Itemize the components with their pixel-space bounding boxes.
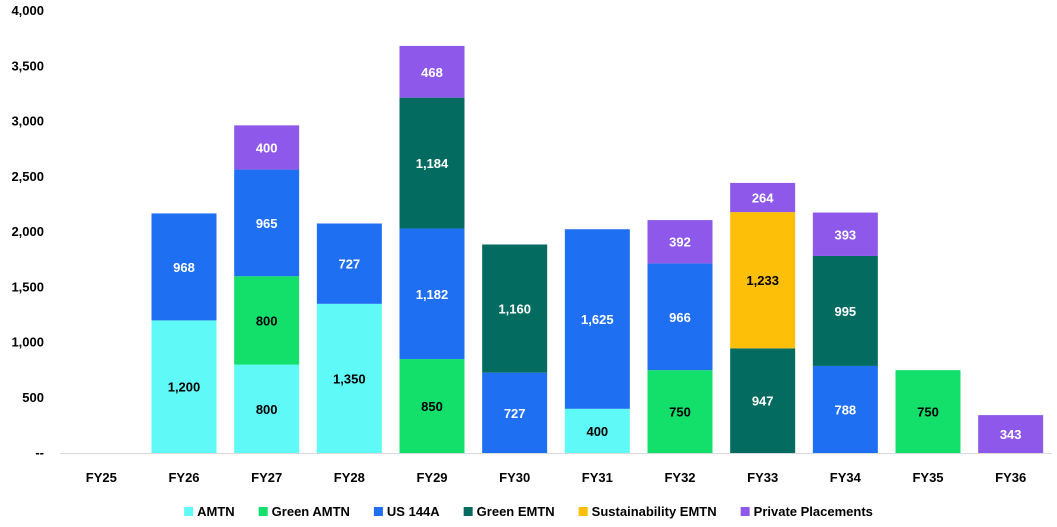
bar-segment xyxy=(399,97,465,229)
legend: AMTN Green AMTN US 144A Green EMTN Sustainab… xyxy=(184,504,873,519)
data-label: 750 xyxy=(669,405,691,420)
legend-item: Sustainability EMTN xyxy=(578,504,717,519)
x-tick-label: FY27 xyxy=(251,470,282,485)
x-axis: FY25 FY26 FY27 FY28 FY29 FY30 FY31 FY32 FY33 FY34… xyxy=(86,470,1026,485)
bar-segment xyxy=(316,303,382,453)
y-tick-label: 2,500 xyxy=(11,169,44,184)
y-tick-label: 1,000 xyxy=(11,335,44,350)
data-label: 947 xyxy=(752,394,774,409)
x-tick-label: FY25 xyxy=(86,470,117,485)
data-label: 995 xyxy=(834,304,856,319)
legend-item: Private Placements xyxy=(740,504,873,519)
x-tick-label: FY28 xyxy=(334,470,365,485)
legend-swatch xyxy=(740,507,750,516)
data-label: 400 xyxy=(256,140,278,155)
data-label: 392 xyxy=(669,235,691,250)
data-label: 788 xyxy=(834,402,856,417)
legend-item: AMTN xyxy=(184,504,235,519)
legend-item: Green AMTN xyxy=(258,504,350,519)
bar-segment xyxy=(234,125,300,170)
legend-label: Green AMTN xyxy=(272,504,350,519)
legend-label: Green EMTN xyxy=(477,504,555,519)
x-tick-label: FY35 xyxy=(912,470,943,485)
legend-swatch xyxy=(373,507,383,516)
data-label: 1,182 xyxy=(416,287,449,302)
data-label: 850 xyxy=(421,399,443,414)
data-label: 1,184 xyxy=(416,156,449,171)
legend-swatch xyxy=(258,507,268,516)
data-label: 400 xyxy=(586,424,608,439)
legend-item: US 144A xyxy=(373,504,440,519)
bar-segment xyxy=(812,255,878,366)
x-tick-label: FY36 xyxy=(995,470,1026,485)
x-tick-label: FY30 xyxy=(499,470,530,485)
bar-segment xyxy=(978,415,1044,453)
bar-segment xyxy=(730,212,796,349)
bar-segment xyxy=(316,223,382,304)
legend-label: US 144A xyxy=(387,504,440,519)
y-tick-label: 3,000 xyxy=(11,114,44,129)
data-label: 468 xyxy=(421,65,443,80)
legend-swatch xyxy=(463,507,473,516)
legend-label: AMTN xyxy=(197,504,235,519)
bar-segment xyxy=(812,365,878,453)
x-tick-label: FY29 xyxy=(416,470,447,485)
data-label: 800 xyxy=(256,313,278,328)
bar-segment xyxy=(234,169,300,277)
y-tick-label: 4,000 xyxy=(11,3,44,18)
bars: 1,200 968 800 800 965 400 1,350 727 850 1,182 1,18… xyxy=(151,45,1044,453)
data-label: 343 xyxy=(1000,427,1022,442)
bar-segment xyxy=(399,359,465,453)
x-tick-label: FY34 xyxy=(830,470,862,485)
bar-segment xyxy=(730,182,796,213)
data-label: 1,200 xyxy=(168,380,201,395)
legend-item: Green EMTN xyxy=(463,504,555,519)
x-tick-label: FY32 xyxy=(664,470,695,485)
data-label: 727 xyxy=(338,257,360,272)
data-label: 1,350 xyxy=(333,371,366,386)
legend-label: Private Placements xyxy=(754,504,873,519)
bar-segment xyxy=(399,228,465,360)
data-label: 393 xyxy=(834,227,856,242)
x-tick-label: FY33 xyxy=(747,470,778,485)
data-label: 800 xyxy=(256,402,278,417)
data-label: 1,160 xyxy=(498,302,531,317)
data-label: 968 xyxy=(173,260,195,275)
bar-segment xyxy=(234,364,300,453)
bar-segment xyxy=(151,213,217,321)
bar-segment xyxy=(647,220,713,264)
bar-segment xyxy=(730,348,796,453)
x-tick-label: FY26 xyxy=(168,470,199,485)
bar-segment xyxy=(234,276,300,365)
x-tick-label: FY31 xyxy=(582,470,613,485)
data-label: 965 xyxy=(256,216,278,231)
bar-segment xyxy=(151,320,217,453)
data-label: 1,625 xyxy=(581,312,614,327)
y-tick-label: 2,000 xyxy=(11,224,44,239)
bar-segment xyxy=(647,263,713,371)
bar-segment xyxy=(482,372,548,453)
data-label: 966 xyxy=(669,310,691,325)
legend-swatch xyxy=(184,507,194,516)
bar-segment xyxy=(564,229,630,409)
y-tick-label: -- xyxy=(35,445,44,460)
bar-segment xyxy=(482,244,548,373)
legend-label: Sustainability EMTN xyxy=(592,504,717,519)
bar-segment xyxy=(399,45,465,98)
bar-segment xyxy=(812,212,878,256)
legend-swatch xyxy=(578,507,588,516)
bar-segment xyxy=(895,370,961,453)
y-axis: -- 500 1,000 1,500 2,000 2,500 3,000 3,500 4,000 xyxy=(11,3,44,460)
data-label: 750 xyxy=(917,405,939,420)
y-tick-label: 1,500 xyxy=(11,279,44,294)
bar-segment xyxy=(647,370,713,453)
data-label: 727 xyxy=(504,406,526,421)
data-label: 264 xyxy=(752,191,774,206)
bar-segment xyxy=(564,408,630,453)
y-tick-label: 3,500 xyxy=(11,58,44,73)
data-label: 1,233 xyxy=(746,273,779,288)
y-tick-label: 500 xyxy=(22,390,44,405)
